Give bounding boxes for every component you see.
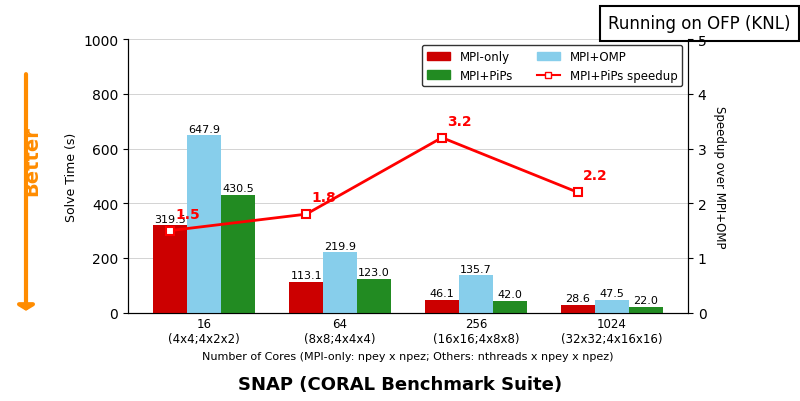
- Bar: [629, 307, 662, 313]
- Bar: [290, 282, 323, 313]
- Text: Better: Better: [22, 126, 42, 195]
- Bar: [459, 276, 493, 313]
- Legend: MPI-only, MPI+PiPs, MPI+OMP, MPI+PiPs speedup: MPI-only, MPI+PiPs, MPI+OMP, MPI+PiPs sp…: [422, 46, 682, 87]
- Bar: [493, 301, 526, 313]
- Bar: [187, 136, 222, 313]
- X-axis label: Number of Cores (MPI-only: npey x npez; Others: nthreads x npey x npez): Number of Cores (MPI-only: npey x npez; …: [202, 351, 614, 361]
- Text: Running on OFP (KNL): Running on OFP (KNL): [608, 15, 790, 33]
- Bar: [154, 226, 187, 313]
- Text: 113.1: 113.1: [290, 270, 322, 280]
- Text: 430.5: 430.5: [222, 184, 254, 194]
- Text: 47.5: 47.5: [599, 288, 624, 298]
- Y-axis label: Speedup over MPI+OMP: Speedup over MPI+OMP: [713, 105, 726, 247]
- Text: 46.1: 46.1: [430, 289, 454, 299]
- Bar: [425, 300, 459, 313]
- Bar: [561, 305, 594, 313]
- Bar: [357, 279, 391, 313]
- Text: 28.6: 28.6: [566, 294, 590, 303]
- Text: 319.5: 319.5: [154, 214, 186, 224]
- Text: 135.7: 135.7: [460, 264, 492, 274]
- Text: 42.0: 42.0: [498, 290, 522, 300]
- Bar: [323, 253, 357, 313]
- Text: 647.9: 647.9: [188, 124, 220, 134]
- Y-axis label: Solve Time (s): Solve Time (s): [65, 132, 78, 221]
- Text: 1.5: 1.5: [176, 207, 201, 221]
- Text: 2.2: 2.2: [583, 169, 608, 183]
- Text: 219.9: 219.9: [324, 241, 356, 251]
- Text: 1.8: 1.8: [312, 191, 336, 205]
- Text: 123.0: 123.0: [358, 267, 390, 277]
- Text: 3.2: 3.2: [447, 114, 472, 128]
- Bar: [222, 195, 255, 313]
- Bar: [594, 300, 629, 313]
- Text: 22.0: 22.0: [633, 295, 658, 305]
- Text: SNAP (CORAL Benchmark Suite): SNAP (CORAL Benchmark Suite): [238, 375, 562, 393]
